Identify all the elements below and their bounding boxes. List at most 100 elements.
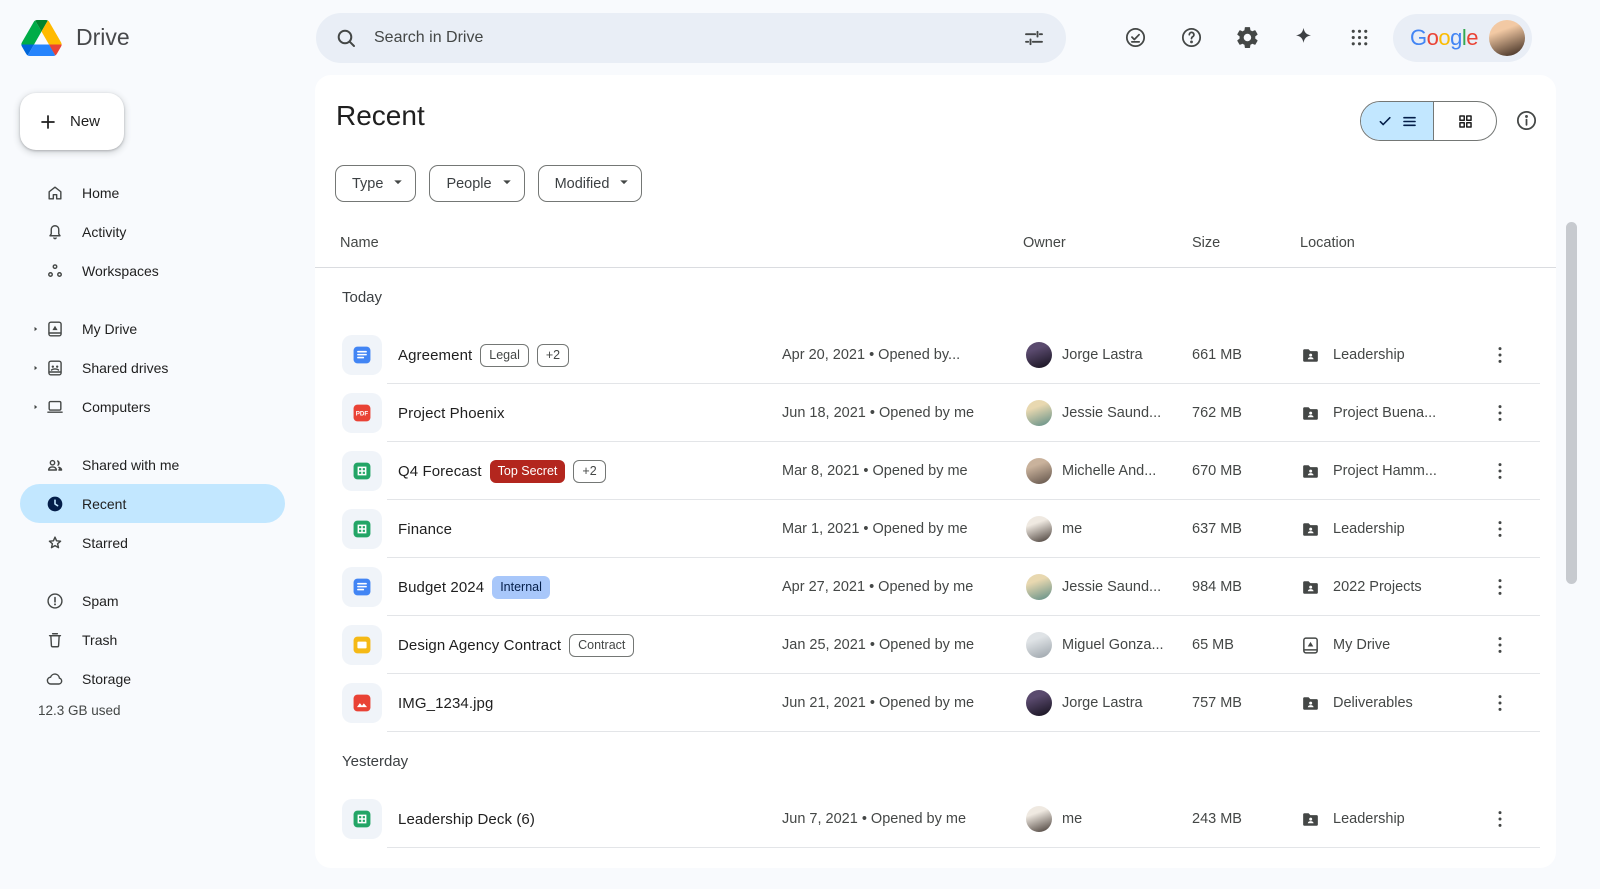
new-button[interactable]: New — [20, 93, 125, 150]
sidebar-item-starred[interactable]: Starred — [20, 523, 285, 562]
workspaces-icon — [45, 261, 65, 281]
file-row[interactable]: PDF Project Phoenix Jun 18, 2021 • Opened … — [315, 384, 1556, 442]
file-name-area: Agreement Legal +2 — [398, 326, 570, 384]
list-view-button[interactable] — [1361, 102, 1435, 140]
more-options-button[interactable] — [1488, 691, 1512, 715]
owner-name: Jessie Saund... — [1062, 579, 1162, 595]
label-badge: Internal — [492, 575, 550, 599]
location-cell: 2022 Projects — [1300, 558, 1422, 616]
main-content: Recent Type People Modified Name Owner Siz… — [315, 75, 1556, 868]
expand-caret-icon — [28, 400, 44, 414]
account-avatar[interactable] — [1489, 19, 1525, 56]
sidebar-item-shared-with-me[interactable]: Shared with me — [20, 445, 285, 484]
chevron-down-icon — [497, 172, 517, 196]
more-options-button[interactable] — [1488, 459, 1512, 483]
sidebar-item-spam[interactable]: Spam — [20, 581, 285, 620]
sidebar-item-storage[interactable]: Storage — [20, 659, 285, 698]
label-badge: +2 — [573, 459, 606, 483]
file-row[interactable]: Budget 2024 Internal Apr 27, 2021 • Opened… — [315, 558, 1556, 616]
doc-file-icon — [342, 335, 382, 375]
drive-brand[interactable]: Drive — [21, 0, 130, 75]
sidebar-item-label: Recent — [82, 495, 127, 512]
sidebar-item-home[interactable]: Home — [20, 173, 285, 212]
sidebar-item-shared-drives[interactable]: Shared drives — [20, 348, 285, 387]
more-options-button[interactable] — [1488, 343, 1512, 367]
file-row[interactable]: Agreement Legal +2 Apr 20, 2021 • Opened by… — [315, 326, 1556, 384]
sidebar-item-activity[interactable]: Activity — [20, 212, 285, 251]
more-options-button[interactable] — [1488, 575, 1512, 599]
filter-chip-modified[interactable]: Modified — [537, 165, 643, 202]
sidebar-item-label: Computers — [82, 398, 151, 415]
table-header: Name Owner Size Location — [315, 225, 1556, 268]
location-name: 2022 Projects — [1333, 579, 1422, 595]
google-logo-letter: l — [1461, 24, 1467, 50]
spam-icon — [45, 591, 65, 611]
location-cell: Project Buena... — [1300, 384, 1436, 442]
column-header-name[interactable]: Name — [340, 235, 379, 251]
label-badge: Contract — [569, 633, 635, 657]
more-options-button[interactable] — [1488, 401, 1512, 425]
file-size: 984 MB — [1192, 579, 1242, 595]
gemini-sparkle-button[interactable] — [1283, 17, 1325, 59]
file-row[interactable]: Finance Mar 1, 2021 • Opened by me me 637 M… — [315, 500, 1556, 558]
owner-cell: Jessie Saund... — [1026, 384, 1161, 442]
more-options-button[interactable] — [1488, 633, 1512, 657]
owner-name: Jorge Lastra — [1062, 347, 1143, 363]
people-icon — [45, 455, 65, 475]
plus-icon — [37, 111, 59, 133]
modified-date: Jun 21, 2021 • Opened by me — [782, 695, 975, 711]
file-name: Finance — [398, 520, 453, 538]
google-logo: Google — [1409, 24, 1479, 51]
file-name-area: Budget 2024 Internal — [398, 558, 550, 616]
search-input[interactable] — [368, 29, 1012, 47]
search-filters-icon[interactable] — [1012, 16, 1056, 60]
owner-cell: Miguel Gonza... — [1026, 616, 1164, 674]
sidebar-section: Shared with me Recent Starred — [0, 445, 315, 562]
sheet-file-icon — [342, 451, 382, 491]
google-logo-letter: o — [1438, 24, 1451, 50]
column-header-location[interactable]: Location — [1300, 235, 1355, 251]
details-info-button[interactable] — [1513, 108, 1539, 134]
owner-name: Miguel Gonza... — [1062, 637, 1164, 653]
file-name: Project Phoenix — [398, 404, 505, 422]
grid-view-button[interactable] — [1434, 102, 1496, 140]
file-size: 637 MB — [1192, 521, 1242, 537]
help-button[interactable] — [1171, 17, 1213, 59]
vertical-scrollbar[interactable] — [1566, 222, 1577, 584]
more-options-button[interactable] — [1488, 807, 1512, 831]
sidebar-item-label: Activity — [82, 223, 127, 240]
page-title: Recent — [336, 100, 425, 131]
filter-chip-type[interactable]: Type — [335, 165, 417, 202]
apps-grid-button[interactable] — [1339, 17, 1381, 59]
clock-icon — [45, 494, 65, 514]
settings-button[interactable] — [1227, 17, 1269, 59]
sidebar-item-my-drive[interactable]: My Drive — [20, 309, 285, 348]
more-options-button[interactable] — [1488, 517, 1512, 541]
search-icon[interactable] — [324, 16, 368, 60]
column-header-size[interactable]: Size — [1192, 235, 1221, 251]
sidebar-section: Spam Trash Storage — [0, 581, 315, 698]
file-row[interactable]: IMG_1234.jpg Jun 21, 2021 • Opened by me J… — [315, 674, 1556, 732]
owner-name: Jorge Lastra — [1062, 695, 1143, 711]
sidebar-item-workspaces[interactable]: Workspaces — [20, 251, 285, 290]
search-bar[interactable] — [316, 13, 1066, 63]
shared-folder-icon — [1300, 693, 1321, 714]
filter-chip-people[interactable]: People — [429, 165, 525, 202]
file-size: 65 MB — [1192, 637, 1234, 653]
file-list: Today Agreement Legal +2 Apr 20, 2021 • Open… — [315, 268, 1556, 848]
view-toggle — [1360, 101, 1497, 141]
sidebar-item-recent[interactable]: Recent — [20, 484, 285, 523]
file-row[interactable]: Leadership Deck (6) Jun 7, 2021 • Opened … — [315, 790, 1556, 848]
sidebar-item-trash[interactable]: Trash — [20, 620, 285, 659]
location-name: Leadership — [1333, 811, 1405, 827]
file-row[interactable]: Q4 Forecast Top Secret +2 Mar 8, 2021 • Ope… — [315, 442, 1556, 500]
offline-check-button[interactable] — [1115, 17, 1157, 59]
pdf-file-icon: PDF — [342, 393, 382, 433]
file-row[interactable]: Design Agency Contract Contract Jan 25, 20… — [315, 616, 1556, 674]
column-header-owner[interactable]: Owner — [1023, 235, 1066, 251]
account-pill[interactable]: Google — [1392, 13, 1532, 62]
file-name: Agreement — [398, 346, 473, 364]
owner-cell: Jessie Saund... — [1026, 558, 1161, 616]
google-logo-letter: G — [1409, 24, 1427, 50]
sidebar-item-computers[interactable]: Computers — [20, 387, 285, 426]
